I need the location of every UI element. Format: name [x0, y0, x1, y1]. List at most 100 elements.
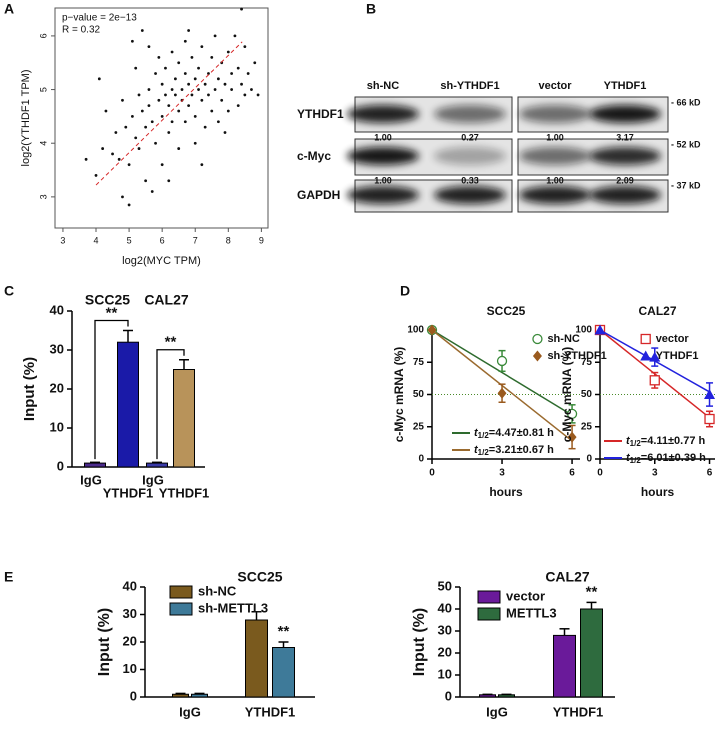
fit-line: [431, 329, 573, 416]
error-bar: [179, 359, 189, 370]
point: [197, 66, 200, 70]
point: [704, 413, 715, 425]
point: [240, 7, 243, 11]
point: [567, 431, 577, 443]
legend-label: METTL3: [506, 605, 557, 620]
chart-title: SCC25: [487, 304, 526, 318]
point: [101, 147, 105, 150]
legend-label: vector: [506, 588, 545, 603]
error-bar: [251, 611, 262, 620]
size-label: - 37 kD: [671, 180, 701, 190]
bar: [245, 619, 268, 698]
point: [223, 131, 227, 134]
x-tick-label: 3: [60, 235, 65, 245]
point: [183, 39, 187, 43]
y-tick-label: 50: [438, 578, 452, 593]
bar: [146, 462, 168, 468]
point: [137, 93, 141, 97]
band: [519, 105, 591, 123]
significance-label: **: [586, 583, 598, 600]
trend-line: [95, 41, 243, 186]
band: [347, 186, 419, 204]
point: [130, 39, 134, 43]
point: [200, 45, 204, 49]
point: [207, 72, 210, 75]
y-tick-label: 20: [50, 380, 64, 395]
y-tick-label: 25: [413, 421, 425, 432]
fit-t: t: [626, 452, 631, 464]
point: [124, 125, 128, 129]
x-tick-label: 9: [259, 235, 264, 245]
point: [147, 88, 151, 91]
band-quant: 1.00: [546, 175, 564, 185]
legend-label: sh-METTL3: [198, 600, 268, 615]
point: [127, 163, 131, 167]
y-tick-label: 6: [38, 33, 48, 38]
point: [210, 109, 214, 113]
point: [236, 104, 240, 108]
band: [589, 105, 661, 123]
point: [150, 120, 154, 124]
chart-title: SCC25: [237, 569, 282, 585]
point: [236, 66, 240, 70]
point: [97, 77, 101, 81]
point: [94, 174, 98, 177]
legend-label: sh-NC: [547, 333, 579, 345]
x-tick-label: 6: [160, 235, 165, 245]
fit-t: t: [474, 427, 479, 439]
point: [134, 66, 138, 70]
point: [193, 77, 197, 81]
point: [243, 45, 247, 49]
legend-label: YTHDF1: [656, 350, 699, 362]
x-axis-label: hours: [489, 485, 523, 499]
size-label: - 66 kD: [671, 97, 701, 107]
point: [147, 104, 151, 108]
x-tick-label: IgG: [142, 472, 164, 487]
point: [233, 34, 237, 38]
bar: [580, 608, 603, 698]
x-tick-label: 8: [226, 235, 231, 245]
bar: [191, 693, 208, 698]
band: [519, 147, 591, 165]
y-tick-label: 50: [413, 389, 425, 400]
legend-marker: [532, 333, 543, 345]
y-tick-label: 30: [123, 606, 137, 621]
fit-sub: 1/2: [478, 431, 490, 440]
band-quant: 1.00: [374, 132, 392, 142]
y-axis-label: Input (%): [21, 357, 38, 421]
point: [193, 114, 197, 118]
x-tick-label: 5: [127, 235, 132, 245]
error-bar: [559, 628, 570, 636]
band-quant: 1.00: [374, 175, 392, 185]
y-tick-label: 0: [130, 688, 137, 703]
point: [114, 131, 118, 134]
point: [130, 114, 134, 118]
point: [164, 93, 167, 97]
x-tick-label: 6: [569, 468, 575, 479]
x-tick-label: IgG: [80, 472, 102, 487]
y-tick-label: 30: [50, 341, 64, 356]
x-tick-label: 0: [429, 468, 435, 479]
x-tick-label: 6: [707, 468, 713, 479]
legend-marker: [640, 350, 652, 361]
point: [200, 98, 204, 102]
x-tick-label: 3: [652, 468, 658, 479]
fit-label: t1/2=4.47±0.81 h: [474, 427, 554, 440]
point: [203, 82, 207, 86]
y-tick-label: 10: [50, 419, 64, 434]
size-label: - 52 kD: [671, 139, 701, 149]
group-label: CAL27: [144, 292, 189, 308]
point: [140, 29, 144, 32]
point: [197, 88, 200, 91]
point: [230, 88, 234, 91]
x-tick-label: YTHDF1: [553, 704, 604, 719]
point: [157, 98, 161, 102]
fit-sub: 1/2: [478, 448, 490, 457]
legend-label: vector: [656, 333, 690, 345]
point: [167, 104, 171, 108]
point: [177, 147, 181, 150]
point: [200, 163, 204, 167]
panel-letter: C: [4, 283, 14, 299]
error-bar: [586, 601, 597, 609]
